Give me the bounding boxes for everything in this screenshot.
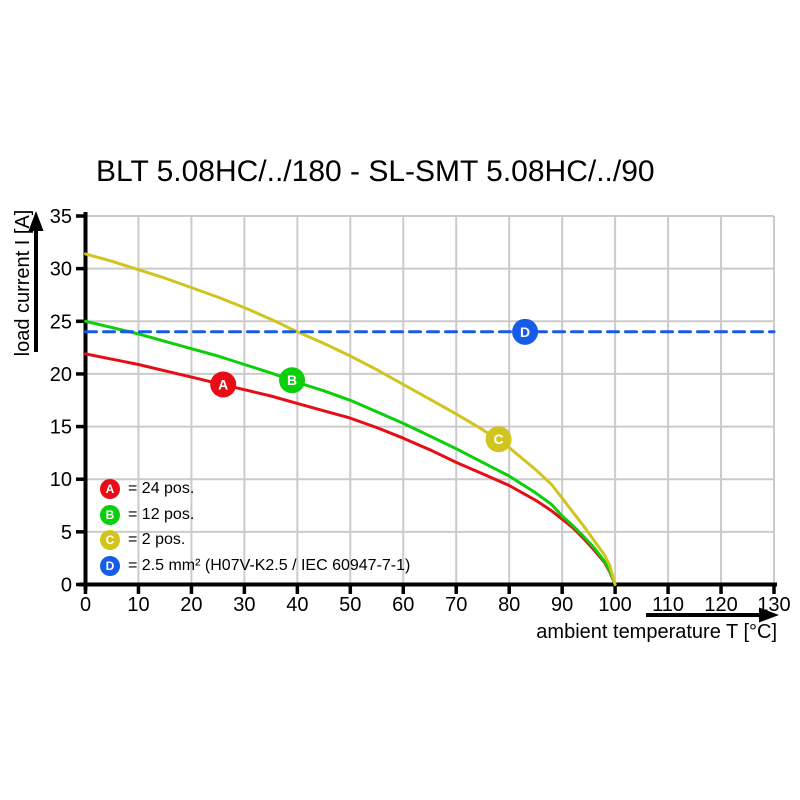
y-axis-arrow-icon bbox=[29, 211, 44, 352]
tick-labels: 0 5 10 15 20 25 30 35 0 10 20 30 40 50 60 70 80 90 100 110 1… bbox=[50, 206, 791, 616]
x-tick-label: 110 bbox=[652, 594, 684, 616]
y-tick-label: 20 bbox=[50, 364, 72, 386]
x-tick-label: 60 bbox=[392, 594, 414, 616]
y-tick-label: 5 bbox=[61, 522, 72, 544]
chart-canvas: 0 5 10 15 20 25 30 35 0 10 20 30 40 50 60 70 80 90 100 110 1… bbox=[0, 0, 800, 800]
curves bbox=[86, 254, 775, 585]
y-tick-label: 0 bbox=[61, 575, 72, 597]
curve-marker-letter-C: C bbox=[494, 431, 504, 447]
curve-marker-letter-A: A bbox=[218, 376, 228, 392]
y-tick-label: 10 bbox=[50, 469, 72, 491]
x-tick-label: 40 bbox=[286, 594, 308, 616]
x-tick-label: 80 bbox=[498, 594, 520, 616]
derating-chart-page: BLT 5.08HC/../180 - SL-SMT 5.08HC/../90 … bbox=[0, 0, 800, 800]
y-tick-label: 25 bbox=[50, 311, 72, 333]
x-tick-label: 50 bbox=[339, 594, 361, 616]
curve-marker-letter-B: B bbox=[287, 372, 297, 388]
y-tick-label: 35 bbox=[50, 206, 72, 228]
x-tick-label: 30 bbox=[233, 594, 255, 616]
curve-marker-letter-D: D bbox=[520, 324, 530, 340]
x-tick-label: 70 bbox=[445, 594, 467, 616]
x-tick-label: 10 bbox=[127, 594, 149, 616]
y-tick-label: 30 bbox=[50, 259, 72, 281]
x-tick-label: 90 bbox=[551, 594, 573, 616]
x-tick-label: 100 bbox=[598, 594, 631, 616]
x-tick-label: 20 bbox=[180, 594, 202, 616]
y-tick-label: 15 bbox=[50, 417, 72, 439]
x-tick-label: 120 bbox=[704, 594, 737, 616]
x-tick-label: 0 bbox=[80, 594, 91, 616]
curve-markers: A B C D bbox=[210, 319, 538, 452]
